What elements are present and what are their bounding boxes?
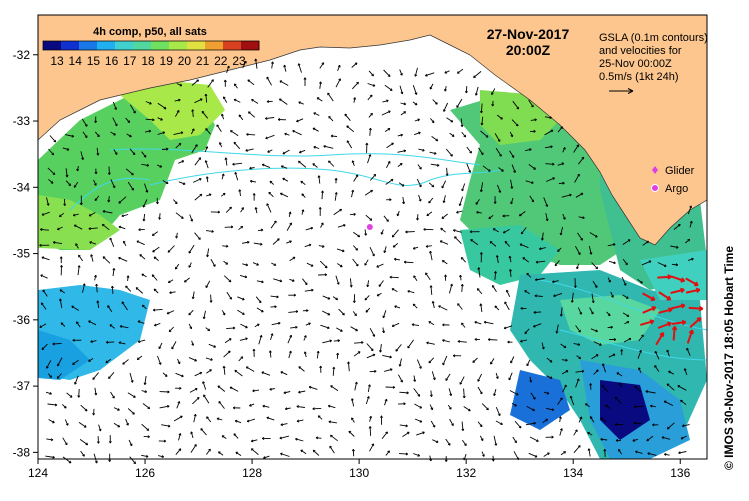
colorbar-title: 4h comp, p50, all sats	[93, 26, 207, 38]
colorbar-tick-label: 19	[160, 54, 174, 68]
y-tick-label: -32	[13, 48, 31, 62]
legend-note-1: GSLA (0.1m contours)	[599, 32, 708, 44]
argo-float-marker	[366, 224, 373, 231]
colorbar-swatch	[115, 41, 134, 50]
colorbar-swatch	[61, 41, 80, 50]
colorbar-tick-label: 23	[232, 54, 246, 68]
colorbar-tick-label: 18	[141, 54, 155, 68]
y-tick-label: -36	[13, 313, 31, 327]
datetime-date: 27-Nov-2017	[487, 26, 570, 42]
legend-note-2: and velocities for	[599, 45, 682, 57]
colorbar-swatch	[169, 41, 188, 50]
colorbar-tick-label: 21	[196, 54, 210, 68]
colorbar-swatch	[241, 41, 260, 50]
legend-note-4: 0.5m/s (1kt 24h)	[599, 71, 678, 83]
colorbar-tick-label: 13	[50, 54, 64, 68]
colorbar-swatch	[151, 41, 170, 50]
colorbar-tick-label: 20	[178, 54, 192, 68]
y-axis: -32 -33 -34 -35 -36 -37 -38	[13, 48, 38, 460]
colorbar-swatch	[205, 41, 224, 50]
x-tick-label: 130	[349, 466, 369, 480]
glider-label: Glider	[665, 165, 695, 177]
legend-note-3: 25-Nov 00:00Z	[599, 58, 672, 70]
x-tick-label: 132	[456, 466, 476, 480]
datetime-time: 20:00Z	[506, 42, 551, 58]
y-tick-label: -34	[13, 180, 31, 194]
colorbar-swatches	[43, 41, 260, 50]
x-tick-label: 134	[563, 466, 583, 480]
x-tick-label: 124	[28, 466, 48, 480]
colorbar-swatch	[223, 41, 242, 50]
velocity-vector	[370, 426, 371, 435]
colorbar-tick-label: 14	[69, 54, 83, 68]
colorbar-swatch	[187, 41, 206, 50]
y-tick-label: -37	[13, 379, 31, 393]
colorbar-ticks: 13 14 15 16 17 18 19 20 21 22 23	[50, 54, 246, 68]
colorbar-tick-label: 15	[87, 54, 101, 68]
y-tick-label: -33	[13, 114, 31, 128]
colorbar-swatch	[79, 41, 98, 50]
x-tick-label: 126	[135, 466, 155, 480]
colorbar-swatch	[97, 41, 116, 50]
velocity-vector	[399, 454, 408, 455]
colorbar-tick-label: 22	[214, 54, 228, 68]
imos-credit: © IMOS 30-Nov-2017 18:05 Hobart Time	[722, 246, 736, 470]
colorbar-swatch	[43, 41, 62, 50]
colorbar-swatch	[133, 41, 152, 50]
x-tick-label: 128	[242, 466, 262, 480]
y-tick-label: -35	[13, 247, 31, 261]
colorbar-tick-label: 16	[105, 54, 119, 68]
x-axis: 124 126 128 130 132 134 136	[28, 459, 691, 480]
colorbar-tick-label: 17	[123, 54, 137, 68]
argo-label: Argo	[665, 183, 688, 195]
argo-circle-icon	[652, 185, 659, 192]
x-tick-label: 136	[670, 466, 690, 480]
y-tick-label: -38	[13, 445, 31, 459]
